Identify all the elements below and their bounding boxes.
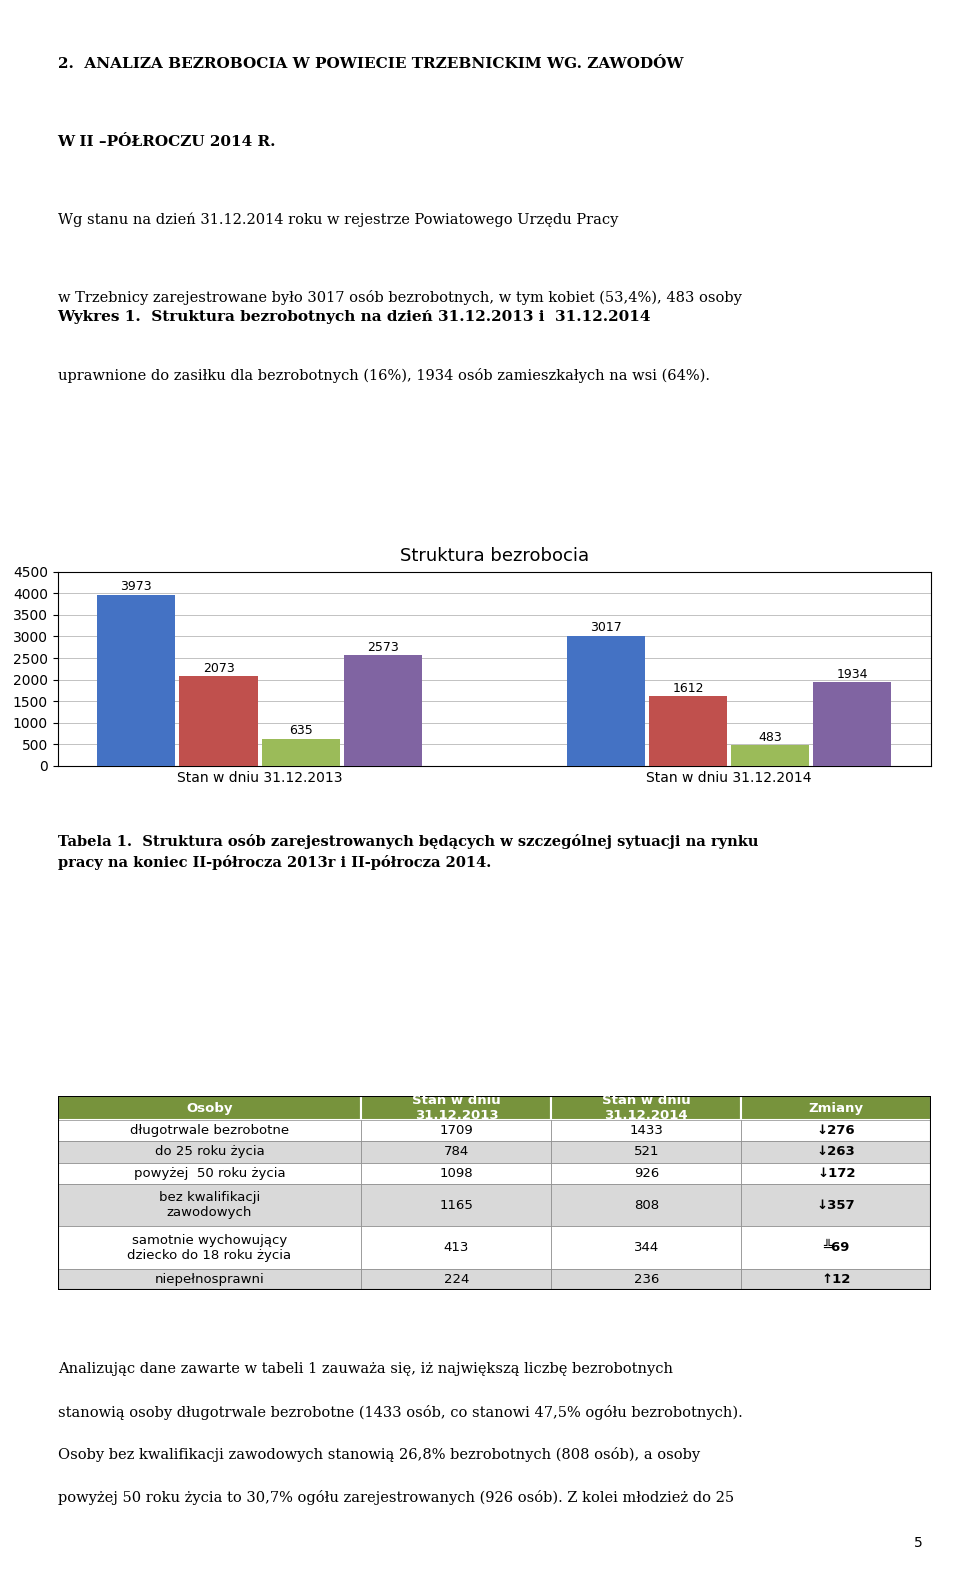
Title: Struktura bezrobocia: Struktura bezrobocia [399,546,589,564]
Bar [551,1226,741,1269]
Bar [58,1096,362,1120]
Text: 5: 5 [914,1536,923,1551]
Text: Wg stanu na dzień 31.12.2014 roku w rejestrze Powiatowego Urzędu Pracy: Wg stanu na dzień 31.12.2014 roku w reje… [58,212,618,227]
Bar [741,1096,931,1120]
Text: W II –PÓŁROCZU 2014 R.: W II –PÓŁROCZU 2014 R. [58,135,276,149]
Text: 236: 236 [634,1274,659,1286]
Text: ↓172: ↓172 [817,1167,855,1180]
Bar [362,1226,551,1269]
Text: 483: 483 [758,730,782,744]
Bar [58,1183,362,1226]
Text: 1165: 1165 [440,1199,473,1212]
Text: Stan w dniu
31.12.2013: Stan w dniu 31.12.2013 [412,1095,501,1121]
Bar [58,1269,362,1291]
Bar [344,654,421,767]
Bar [362,1096,551,1120]
Bar [58,1226,362,1269]
Text: 2.  ANALIZA BEZROBOCIA W POWIECIE TRZEBNICKIM WG. ZAWODÓW: 2. ANALIZA BEZROBOCIA W POWIECIE TRZEBNI… [58,57,684,71]
Text: powyżej  50 roku życia: powyżej 50 roku życia [133,1167,285,1180]
Text: w Trzebnicy zarejestrowane było 3017 osób bezrobotnych, w tym kobiet (53,4%), 48: w Trzebnicy zarejestrowane było 3017 osó… [58,290,741,306]
Text: uprawnione do zasiłku dla bezrobotnych (16%), 1934 osób zamieszkałych na wsi (64: uprawnione do zasiłku dla bezrobotnych (… [58,367,709,383]
Text: 1098: 1098 [440,1167,473,1180]
Text: ↓263: ↓263 [817,1145,855,1158]
Text: 1709: 1709 [440,1125,473,1137]
Text: do 25 roku życia: do 25 roku życia [155,1145,264,1158]
Bar [551,1120,741,1142]
Bar [567,635,645,767]
Bar [362,1163,551,1183]
Bar [362,1269,551,1291]
Text: 344: 344 [634,1242,659,1255]
Bar [813,683,892,767]
Bar [741,1226,931,1269]
Bar [732,744,809,767]
Text: 3973: 3973 [121,580,152,594]
Text: Zmiany: Zmiany [808,1101,864,1115]
Text: 413: 413 [444,1242,469,1255]
Bar [741,1120,931,1142]
Text: 2073: 2073 [203,662,234,675]
Text: ↓276: ↓276 [817,1125,855,1137]
Text: 3017: 3017 [590,621,622,635]
Bar [58,1142,362,1163]
Text: 521: 521 [634,1145,660,1158]
Text: długotrwale bezrobotne: długotrwale bezrobotne [130,1125,289,1137]
Bar [741,1163,931,1183]
Text: samotnie wychowujący
dziecko do 18 roku życia: samotnie wychowujący dziecko do 18 roku … [128,1234,292,1262]
Bar [58,1163,362,1183]
Text: ╩69: ╩69 [823,1242,850,1255]
Text: niepełnosprawni: niepełnosprawni [155,1274,264,1286]
Text: Tabela 1.  Struktura osób zarejestrowanych będących w szczególnej sytuacji na ry: Tabela 1. Struktura osób zarejestrowanyc… [58,833,758,870]
Text: 926: 926 [634,1167,659,1180]
Text: Wykres 1.  Struktura bezrobotnych na dzień 31.12.2013 i  31.12.2014: Wykres 1. Struktura bezrobotnych na dzie… [58,309,651,323]
Bar [649,697,727,767]
Text: ↑12: ↑12 [822,1274,851,1286]
Text: 224: 224 [444,1274,469,1286]
Text: stanowią osoby długotrwale bezrobotne (1433 osób, co stanowi 47,5% ogółu bezrobo: stanowią osoby długotrwale bezrobotne (1… [58,1405,742,1419]
Text: Osoby: Osoby [186,1101,232,1115]
Bar [551,1269,741,1291]
Bar [97,594,176,767]
Text: powyżej 50 roku życia to 30,7% ogółu zarejestrowanych (926 osób). Z kolei młodzi: powyżej 50 roku życia to 30,7% ogółu zar… [58,1491,733,1505]
Text: 808: 808 [634,1199,659,1212]
Bar [58,1120,362,1142]
Bar [362,1183,551,1226]
Text: 1612: 1612 [672,683,704,695]
Bar [551,1183,741,1226]
Bar [551,1096,741,1120]
Bar [741,1269,931,1291]
Text: Analizując dane zawarte w tabeli 1 zauważa się, iż największą liczbę bezrobotnyc: Analizując dane zawarte w tabeli 1 zauwa… [58,1362,673,1376]
Text: 784: 784 [444,1145,469,1158]
Bar [180,676,257,767]
Bar [741,1142,931,1163]
Bar [741,1183,931,1226]
Text: ↓357: ↓357 [817,1199,855,1212]
Bar [262,738,340,767]
Bar [551,1163,741,1183]
Text: 1433: 1433 [630,1125,663,1137]
Text: 2573: 2573 [367,640,398,654]
Bar [551,1142,741,1163]
Text: Osoby bez kwalifikacji zawodowych stanowią 26,8% bezrobotnych (808 osób), a osob: Osoby bez kwalifikacji zawodowych stanow… [58,1448,700,1462]
Text: Stan w dniu
31.12.2014: Stan w dniu 31.12.2014 [602,1095,690,1121]
Bar [362,1120,551,1142]
Text: bez kwalifikacji
zawodowych: bez kwalifikacji zawodowych [159,1191,260,1220]
Bar [362,1142,551,1163]
Text: 1934: 1934 [837,668,868,681]
Text: 635: 635 [289,724,313,737]
